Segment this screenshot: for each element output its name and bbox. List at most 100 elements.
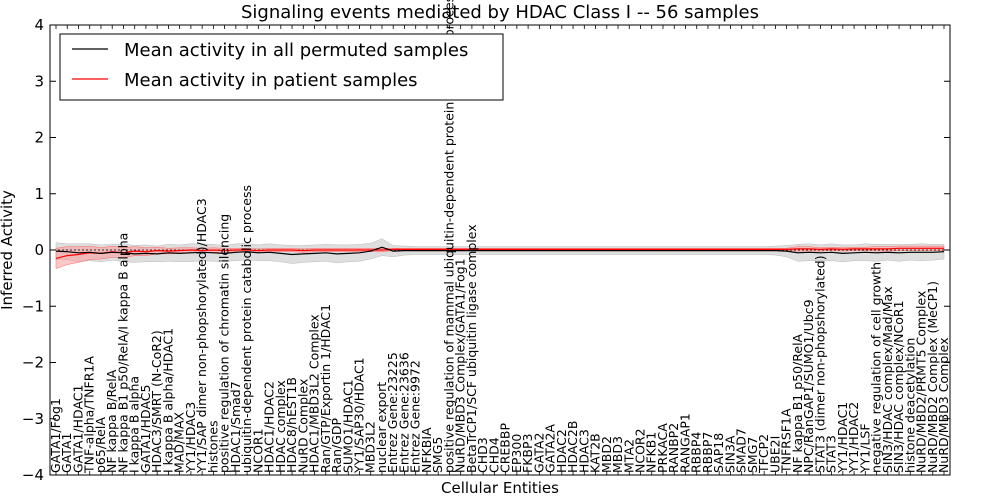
x-tick-label: HDAC complex (273, 380, 288, 473)
y-tick-label: −1 (22, 297, 44, 315)
x-tick-label: negative regulation of cell growth (869, 262, 884, 473)
x-tick-label: YY1/HDAC2 (846, 402, 861, 474)
x-tick-label: HDAC2B (565, 421, 580, 473)
x-tick-label: TNF-alpha/TNFR1A (82, 356, 97, 474)
x-tick-label: p65/RelA (93, 417, 108, 473)
y-tick-label: 0 (34, 241, 44, 259)
x-tick-label: histone deacetylation (902, 338, 917, 473)
x-tick-label: SUMO1/HDAC1 (340, 379, 355, 473)
x-tick-label: MBD3 (610, 436, 625, 473)
legend-box (59, 33, 504, 101)
x-tick-label: GATA1 (59, 433, 74, 473)
x-tick-label: GATA1/HDAC5 (138, 385, 153, 473)
x-tick-label: PRKACA (655, 423, 670, 473)
x-tick-label: NuRD/MBD2 Complex (MeCP1) (925, 281, 940, 473)
x-tick-label: RBBP4 (689, 432, 704, 473)
x-tick-label: CHD3 (475, 437, 490, 473)
x-tick-label: CHD4 (486, 437, 501, 473)
x-tick-label: NFKBIA (419, 427, 434, 473)
x-tick-label: Entrez Gene:23225 (385, 352, 400, 473)
x-tick-label: BetaTrCP1/SCF ubiquitin ligase complex (464, 224, 479, 473)
x-tick-label: FKBP3 (520, 434, 535, 473)
plot-frame (49, 24, 951, 476)
x-tick-label: NPC/RanGAP1/SUMO1/Ubc9 (801, 299, 816, 473)
x-tick-label: NuRD/MBD3 Complex/GATA1/Fog1 (453, 258, 468, 473)
x-tick-label: SMG7 (745, 437, 760, 473)
x-tick-label: SMG5 (430, 437, 445, 473)
x-tick-label: NF kappa B1 p50/RelA/I kappa B alpha (115, 233, 130, 473)
x-tick-label: STAT3 (dimer non-phopshorylated) (812, 255, 827, 473)
x-tick-label: nuclear export (374, 382, 389, 473)
x-tick-label: MBD2 (599, 436, 614, 473)
x-tick-label: Ran/GTP/Exportin 1/HDAC1 (318, 304, 333, 473)
x-tick-label: SAP18 (711, 433, 726, 473)
series-line-patient (55, 247, 944, 259)
x-tick-label: HDAC3/SMRT (N-CoR2) (149, 330, 164, 473)
x-tick-label: NuRD Complex (295, 379, 310, 473)
x-tick-label: YY1/LSF (857, 423, 872, 474)
x-tick-label: I kappa B alpha/HDAC1 (160, 328, 175, 473)
y-tick-label: 3 (34, 72, 44, 90)
x-tick-label: HDAC8/hEST1B (284, 377, 299, 473)
x-tick-label: STAT3 (824, 435, 839, 473)
x-tick-label: MBD3L2 (363, 421, 378, 473)
x-tick-label: GATA1/Fog1 (48, 398, 63, 473)
y-tick-label: −2 (22, 354, 44, 372)
x-tick-label: YY1/SAP dimer non-phopshorylated)/HDAC3 (194, 198, 209, 474)
x-tick-label: NCOR1 (250, 428, 265, 473)
y-tick-label: 1 (34, 185, 44, 203)
legend: Mean activity in all permuted samples Me… (59, 33, 504, 101)
x-tick-label: CREBBP (498, 423, 513, 473)
x-tick-label: Ran/GDP (329, 417, 344, 473)
x-tick-label: YY1/HDAC1 (835, 402, 850, 474)
x-tick-label: NF kappa B1 p50/RelA (790, 333, 805, 473)
x-tick-label: YY1/HDAC3 (183, 402, 198, 474)
x-tick-label: NFKB1 (644, 432, 659, 473)
legend-label-permuted: Mean activity in all permuted samples (124, 40, 468, 61)
x-tick-label: GATA2A (543, 424, 558, 473)
x-tick-labels: GATA1/Fog1GATA1GATA1/HDAC1TNF-alpha/TNFR… (48, 0, 951, 475)
x-tick-label: HDAC2 (554, 429, 569, 473)
x-tick-label: SMAD7 (734, 428, 749, 473)
y-axis-label: Inferred Activity (0, 190, 16, 310)
x-tick-label: YY1/SAP30/HDAC1 (352, 357, 367, 474)
legend-label-patient: Mean activity in patient samples (124, 70, 418, 91)
axis-ticks: 4 3 2 1 0 −1 −2 −3 −4 (22, 16, 950, 484)
x-tick-label: KAT2B (588, 433, 603, 473)
x-tick-label: TNFRSF1A (779, 408, 794, 474)
x-tick-label: HDAC1/MBD3L2 Complex (307, 314, 322, 473)
x-tick-label: MAD/MAX (172, 411, 187, 473)
x-tick-label: SIN3A (722, 435, 737, 473)
x-tick-label: SIN3/HDAC complex/Mad/Max (880, 286, 895, 473)
x-tick-label: GATA1/HDAC1 (71, 385, 86, 473)
x-axis-label: Cellular Entities (441, 479, 559, 497)
x-tick-label: NF kappa B/RelA (104, 369, 119, 473)
chart-title: Signaling events mediated by HDAC Class … (241, 2, 759, 23)
x-tick-label: RBBP7 (700, 432, 715, 473)
y-tick-label: 4 (34, 16, 44, 34)
x-tick-label: MTA2 (621, 439, 636, 473)
x-tick-label: NuRD/MBD3 Complex (936, 337, 951, 473)
x-tick-label: NuRD/MBD2/PRMT5 Complex (914, 291, 929, 473)
x-tick-label: HDAC1/HDAC2 (262, 381, 277, 473)
x-tick-label: ubiquitin-dependent protein catabolic pr… (239, 185, 254, 473)
x-tick-label: histones (205, 420, 220, 473)
x-tick-label: TFCP2 (756, 434, 771, 474)
y-tick-label: −4 (22, 466, 44, 484)
y-tick-label: 2 (34, 129, 44, 147)
series-lines (55, 246, 945, 259)
x-tick-label: NCOR2 (633, 428, 648, 473)
x-tick-label: positive regulation of chromatin silenci… (217, 214, 232, 473)
x-tick-label: positive regulation of mammal ubiquitin-… (441, 0, 456, 473)
x-tick-label: UBE2I (767, 436, 782, 473)
x-tick-label: RANGAP1 (678, 413, 693, 473)
x-tick-label: GATA2 (531, 433, 546, 473)
confidence-bands (55, 238, 945, 269)
x-tick-label: HDAC3 (576, 429, 591, 473)
x-tick-label: I kappa B alpha (127, 376, 142, 473)
x-tick-label: SIN3/HDAC complex/NCoR1 (891, 300, 906, 473)
x-tick-label: RANBP2 (666, 423, 681, 473)
x-tick-label: EP300 (509, 434, 524, 473)
x-tick-label: Entrez Gene:23636 (397, 352, 412, 473)
